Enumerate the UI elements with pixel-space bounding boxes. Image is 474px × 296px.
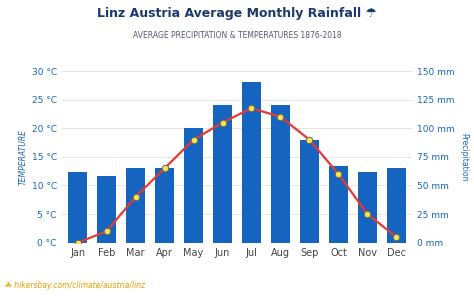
- Point: [190, 137, 197, 142]
- Point: [219, 120, 226, 125]
- Legend: TEMPERATURE, RAINFALL: TEMPERATURE, RAINFALL: [159, 295, 315, 296]
- Bar: [242, 83, 261, 243]
- Bar: [97, 176, 116, 243]
- Point: [74, 240, 82, 245]
- Y-axis label: Precipitation: Precipitation: [459, 133, 468, 181]
- Bar: [358, 172, 377, 243]
- Point: [364, 212, 371, 216]
- Bar: [300, 140, 319, 243]
- Text: AVERAGE PRECIPITATION & TEMPERATURES 1876-2018: AVERAGE PRECIPITATION & TEMPERATURES 187…: [133, 31, 341, 40]
- Point: [392, 235, 400, 239]
- Point: [306, 137, 313, 142]
- Point: [132, 194, 139, 199]
- Bar: [126, 168, 145, 243]
- Bar: [155, 168, 174, 243]
- Point: [161, 166, 168, 171]
- Point: [103, 229, 110, 234]
- Bar: [329, 166, 348, 243]
- Bar: [271, 105, 290, 243]
- Point: [248, 106, 255, 111]
- Y-axis label: TEMPERATURE: TEMPERATURE: [18, 129, 27, 185]
- Point: [277, 115, 284, 119]
- Bar: [184, 128, 203, 243]
- Bar: [213, 105, 232, 243]
- Bar: [68, 172, 87, 243]
- Point: [335, 172, 342, 176]
- Bar: [387, 168, 406, 243]
- Text: Linz Austria Average Monthly Rainfall ☂: Linz Austria Average Monthly Rainfall ☂: [97, 7, 377, 20]
- Text: ☘ hikersbay.com/climate/austria/linz: ☘ hikersbay.com/climate/austria/linz: [5, 281, 145, 290]
